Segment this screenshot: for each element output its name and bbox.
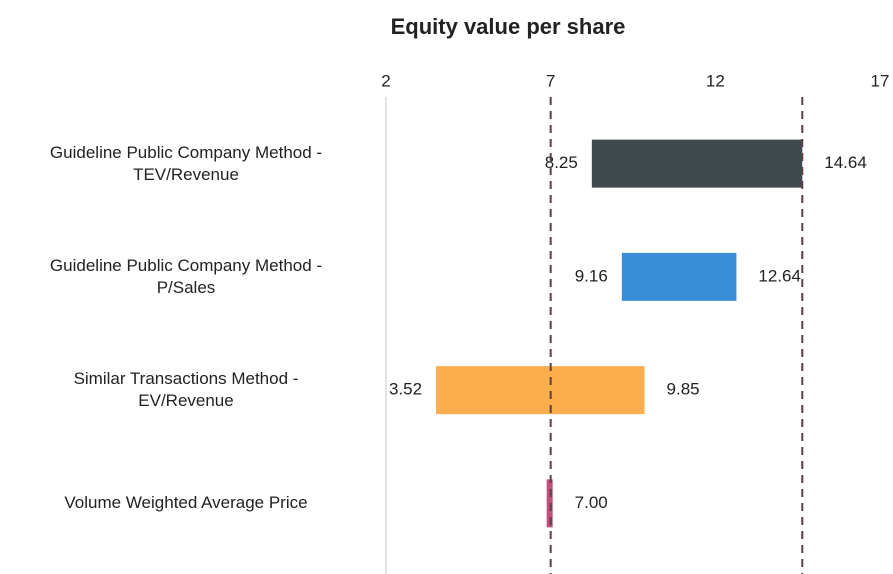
x-tick-label: 17	[871, 71, 890, 90]
chart-title: Equity value per share	[391, 14, 626, 39]
x-tick-label: 2	[381, 71, 390, 90]
high-label: 14.64	[824, 153, 867, 172]
low-label: 3.52	[389, 380, 422, 399]
low-label: 9.16	[575, 266, 608, 285]
x-tick-label: 7	[546, 71, 555, 90]
category-label: Similar Transactions Method - EV/Revenue	[73, 369, 299, 411]
bar	[436, 366, 645, 415]
bar	[621, 252, 737, 301]
x-tick-label: 12	[706, 71, 725, 90]
bar	[591, 139, 803, 188]
high-label: 12.64	[758, 266, 801, 285]
low-label: 8.25	[545, 153, 578, 172]
high-label: 9.85	[667, 380, 700, 399]
category-label: Guideline Public Company Method - TEV/Re…	[49, 142, 323, 184]
category-label: Volume Weighted Average Price	[64, 493, 308, 513]
value-label: 7.00	[575, 493, 608, 512]
category-label: Guideline Public Company Method - P/Sale…	[49, 255, 323, 297]
